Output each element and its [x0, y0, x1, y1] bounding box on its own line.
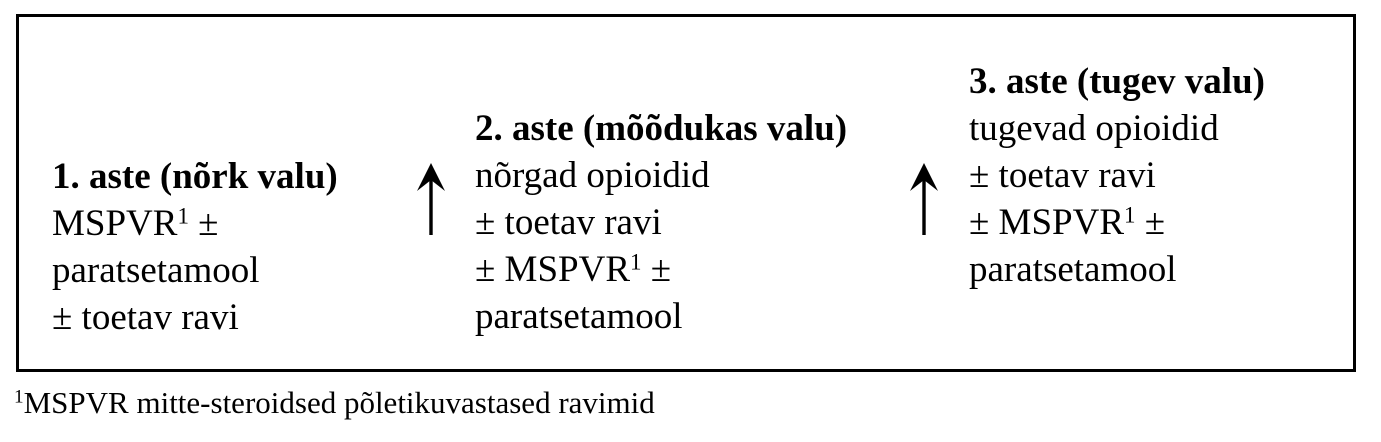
footnote-marker-superscript: 1: [14, 386, 24, 408]
stage-1-block: 1. aste (nõrk valu) MSPVR1 ± paratsetamo…: [52, 153, 338, 341]
line-text: ± MSPVR: [969, 202, 1125, 243]
stage-3-line-4: paratsetamool: [969, 246, 1265, 293]
stage-2-block: 2. aste (mõõdukas valu) nõrgad opioidid …: [475, 105, 847, 340]
stage-2-line-1: nõrgad opioidid: [475, 152, 847, 199]
line-text: ± toetav ravi: [969, 155, 1156, 196]
footnote-reference-superscript: 1: [630, 249, 642, 275]
stage-3-block: 3. aste (tugev valu) tugevad opioidid ± …: [969, 58, 1265, 293]
stage-3-line-3: ± MSPVR1 ±: [969, 199, 1265, 246]
stage-2-line-3: ± MSPVR1 ±: [475, 246, 847, 293]
footnote-text: MSPVR mitte-steroidsed põletikuvastased …: [23, 385, 655, 420]
stage-1-line-3: ± toetav ravi: [52, 294, 338, 341]
line-text: ±: [1135, 202, 1166, 243]
stage-2-line-2: ± toetav ravi: [475, 199, 847, 246]
line-text: paratsetamool: [969, 249, 1177, 290]
line-text: nõrgad opioidid: [475, 155, 710, 196]
line-text: MSPVR: [52, 203, 178, 244]
stage-1-title: 1. aste (nõrk valu): [52, 156, 338, 197]
line-text: paratsetamool: [52, 250, 260, 291]
line-text: ± toetav ravi: [52, 297, 239, 338]
stage-2-title: 2. aste (mõõdukas valu): [475, 108, 848, 149]
line-text: ± toetav ravi: [475, 202, 662, 243]
stage-3-line-1: tugevad opioidid: [969, 105, 1265, 152]
stage-3-line-2: ± toetav ravi: [969, 152, 1265, 199]
footnote: 1MSPVR mitte-steroidsed põletikuvastased…: [14, 383, 655, 423]
arrow-up-icon: [414, 161, 448, 235]
footnote-reference-superscript: 1: [1124, 202, 1136, 228]
line-text: tugevad opioidid: [969, 108, 1219, 149]
figure-border-box: 1. aste (nõrk valu) MSPVR1 ± paratsetamo…: [16, 14, 1356, 372]
footnote-reference-superscript: 1: [177, 203, 189, 229]
arrow-up-icon: [907, 161, 941, 235]
stage-1-line-2: paratsetamool: [52, 247, 338, 294]
stage-3-title: 3. aste (tugev valu): [969, 61, 1265, 102]
stage-2-line-4: paratsetamool: [475, 293, 847, 340]
line-text: ±: [188, 203, 219, 244]
stage-1-line-1: MSPVR1 ±: [52, 200, 338, 247]
line-text: paratsetamool: [475, 296, 683, 337]
line-text: ± MSPVR: [475, 249, 631, 290]
line-text: ±: [641, 249, 672, 290]
